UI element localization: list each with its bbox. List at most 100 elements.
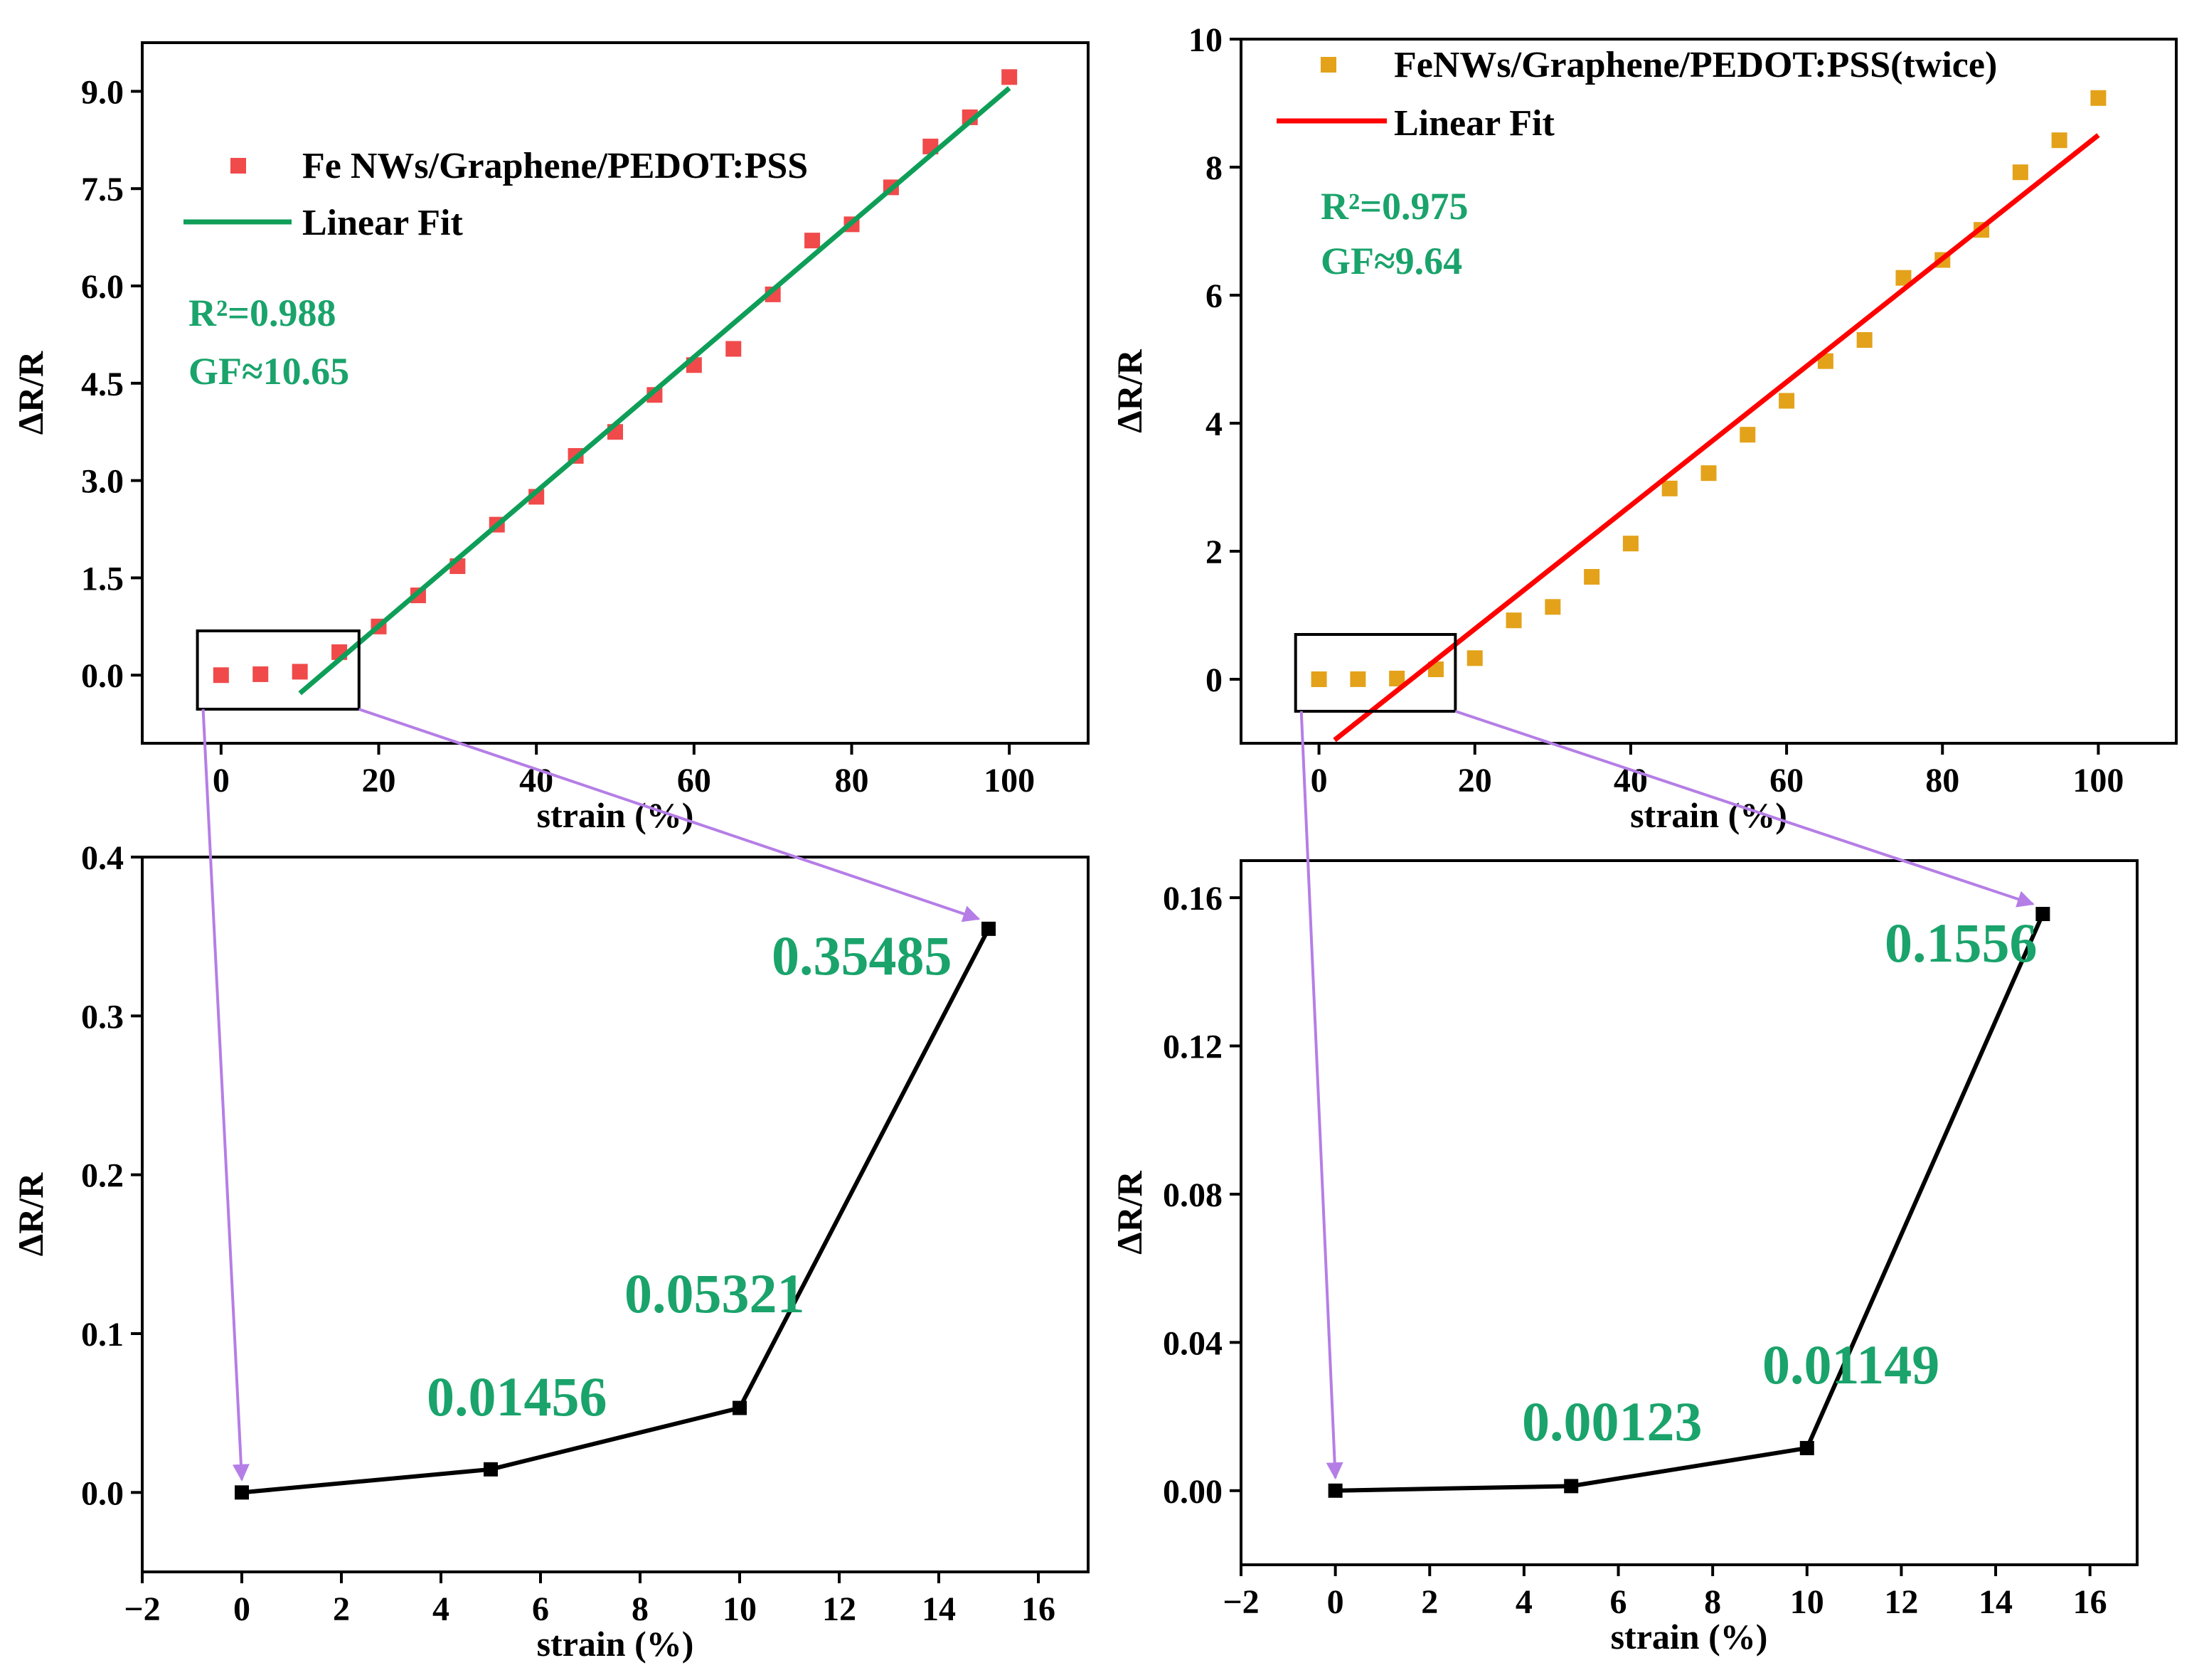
data-point bbox=[1328, 1483, 1343, 1498]
r-squared-annotation: R²=0.975 bbox=[1321, 185, 1468, 228]
data-point bbox=[1799, 1440, 1814, 1455]
x-tick-label: 2 bbox=[333, 1590, 350, 1628]
x-tick-label: 2 bbox=[1421, 1583, 1438, 1621]
y-tick-label: 0.16 bbox=[1163, 880, 1223, 918]
x-tick-label: 60 bbox=[1769, 762, 1804, 799]
x-tick-label: 16 bbox=[1021, 1590, 1055, 1628]
series-line bbox=[241, 927, 991, 1495]
x-tick-label: 100 bbox=[2072, 762, 2124, 799]
data-point bbox=[1584, 569, 1600, 585]
r-squared-annotation: R²=0.988 bbox=[188, 292, 336, 334]
zoom-arrow bbox=[201, 709, 250, 1482]
data-point bbox=[292, 664, 308, 680]
data-point bbox=[1895, 270, 1912, 286]
data-point bbox=[213, 667, 229, 684]
x-tick-label: 0 bbox=[233, 1590, 250, 1628]
plot-frame bbox=[141, 856, 1090, 1573]
legend-label: Fe NWs/Graphene/PEDOT:PSS bbox=[302, 146, 808, 186]
data-label: 0.00123 bbox=[1522, 1391, 1703, 1452]
x-tick-label: 40 bbox=[519, 762, 553, 799]
panel-top-right: 0 20 40 60 80 100 0 2 4 6 8 10 strain (%) ΔR/R FeNWs/G… bbox=[1109, 21, 2178, 835]
plot-frame bbox=[141, 41, 1090, 745]
y-tick-label: 0.4 bbox=[81, 839, 124, 877]
y-tick-label: 9.0 bbox=[81, 73, 124, 111]
zoom-arrow bbox=[1299, 711, 1343, 1480]
data-point bbox=[1856, 332, 1873, 348]
panel-top-left: 0 20 40 60 80 100 0.0 1.5 3.0 4.5 6.0 7.5 9.0 strain … bbox=[11, 41, 1090, 835]
data-point bbox=[1545, 599, 1561, 615]
y-tick-label: 0 bbox=[1205, 661, 1223, 699]
data-point bbox=[1564, 1479, 1579, 1494]
fit-line bbox=[298, 86, 1011, 696]
x-tick-label: 8 bbox=[632, 1590, 649, 1628]
y-tick-label: 0.0 bbox=[81, 657, 124, 695]
x-axis-title: strain (%) bbox=[1630, 795, 1787, 835]
y-tick-label: 0.3 bbox=[81, 998, 124, 1036]
data-point bbox=[1661, 480, 1678, 496]
x-tick-label: −2 bbox=[1223, 1583, 1259, 1621]
x-tick-label: 40 bbox=[1614, 762, 1648, 799]
x-tick-label: 14 bbox=[1979, 1583, 2013, 1621]
x-tick-label: 4 bbox=[432, 1590, 449, 1628]
legend-label: Linear Fit bbox=[1394, 103, 1555, 144]
y-tick-label: 6 bbox=[1205, 277, 1223, 315]
y-tick-label: 6.0 bbox=[81, 268, 124, 306]
y-tick-label: 8 bbox=[1205, 149, 1223, 187]
data-label: 0.01456 bbox=[427, 1366, 607, 1428]
y-tick-label: 0.04 bbox=[1163, 1324, 1223, 1362]
data-point bbox=[1779, 393, 1795, 409]
data-point bbox=[1466, 650, 1483, 666]
data-point bbox=[1622, 536, 1639, 552]
plot-frame bbox=[1240, 38, 2178, 745]
zoom-box bbox=[196, 629, 361, 711]
zoom-arrow bbox=[358, 708, 981, 923]
x-tick-label: 80 bbox=[1925, 762, 1959, 799]
zoom-arrow bbox=[1454, 710, 2035, 908]
y-tick-label: 0.08 bbox=[1163, 1176, 1223, 1214]
x-tick-label: 8 bbox=[1704, 1583, 1721, 1621]
x-tick-label: 16 bbox=[2073, 1583, 2107, 1621]
data-point bbox=[2090, 90, 2107, 106]
x-tick-label: 4 bbox=[1516, 1583, 1533, 1621]
panel-bottom-right: −2 0 2 4 6 8 10 12 14 16 0.00 0.04 0.08 0.12 0.16 strai… bbox=[1109, 859, 2139, 1657]
data-label: 0.01149 bbox=[1762, 1334, 1939, 1395]
data-point bbox=[733, 1400, 747, 1415]
y-tick-label: 4.5 bbox=[81, 366, 124, 403]
y-tick-label: 7.5 bbox=[81, 171, 124, 208]
legend-marker bbox=[230, 158, 246, 174]
data-point bbox=[1389, 670, 1405, 686]
x-tick-label: 0 bbox=[213, 762, 230, 799]
data-point bbox=[252, 666, 269, 682]
gauge-factor-annotation: GF≈9.64 bbox=[1321, 240, 1462, 282]
data-point bbox=[725, 341, 742, 357]
data-label: 0.05321 bbox=[624, 1262, 805, 1324]
legend-marker bbox=[1321, 57, 1336, 73]
x-tick-label: 0 bbox=[1327, 1583, 1344, 1621]
data-label: 0.35485 bbox=[772, 925, 952, 987]
data-point bbox=[1311, 671, 1327, 687]
gauge-factor-annotation: GF≈10.65 bbox=[188, 350, 349, 393]
y-tick-label: 0.1 bbox=[81, 1316, 124, 1354]
data-point bbox=[981, 921, 996, 936]
fit-line bbox=[1333, 133, 2100, 743]
x-tick-label: −2 bbox=[124, 1590, 160, 1628]
y-axis-title: ΔR/R bbox=[11, 351, 50, 435]
y-tick-label: 3.0 bbox=[81, 463, 124, 501]
data-point bbox=[1700, 465, 1717, 482]
x-tick-label: 20 bbox=[362, 762, 396, 799]
x-axis-title: strain (%) bbox=[537, 1624, 694, 1664]
data-point bbox=[1350, 671, 1366, 687]
panel-bottom-left: −2 0 2 4 6 8 10 12 14 16 0.0 0.1 0.2 0.3 0.4 strain (%)… bbox=[11, 839, 1090, 1664]
x-tick-label: 12 bbox=[822, 1590, 856, 1628]
x-tick-label: 0 bbox=[1311, 762, 1328, 799]
y-tick-label: 1.5 bbox=[81, 560, 124, 597]
x-tick-label: 60 bbox=[677, 762, 711, 799]
plot-frame bbox=[1240, 859, 2139, 1566]
legend-label: Linear Fit bbox=[302, 203, 463, 243]
x-tick-label: 20 bbox=[1458, 762, 1492, 799]
data-point bbox=[1506, 612, 1522, 629]
y-tick-label: 0.12 bbox=[1163, 1028, 1223, 1066]
zoom-arrows-front bbox=[196, 629, 2035, 1482]
x-tick-label: 80 bbox=[835, 762, 869, 799]
